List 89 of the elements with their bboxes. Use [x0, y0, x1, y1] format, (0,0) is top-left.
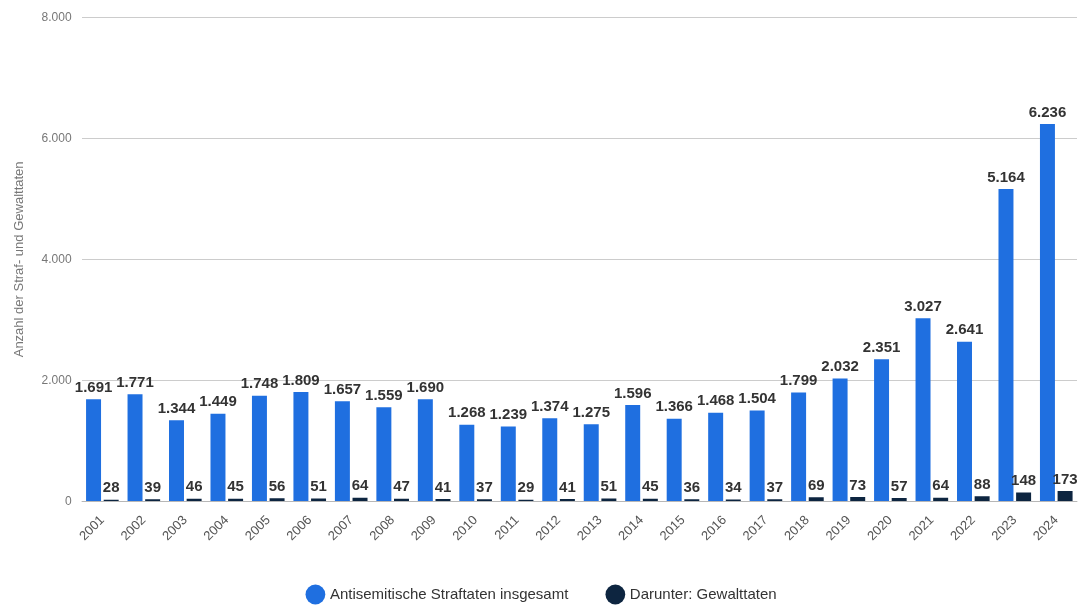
- data-label: 1.559: [365, 385, 403, 403]
- data-label: 64: [932, 476, 950, 494]
- data-label: 1.239: [489, 405, 528, 423]
- bar: [376, 407, 392, 502]
- bar: [417, 399, 433, 502]
- data-label: 2.641: [945, 320, 984, 338]
- bar: [127, 394, 143, 502]
- bar: [666, 418, 682, 502]
- bar: [334, 401, 350, 502]
- bar: [642, 498, 658, 502]
- bar: [542, 418, 558, 502]
- data-label: 37: [476, 477, 493, 495]
- legend-label: Darunter: Gewalttaten: [629, 584, 777, 602]
- bar: [791, 392, 807, 502]
- bar: [311, 498, 327, 502]
- data-label: 37: [766, 477, 784, 495]
- bar: [210, 413, 226, 502]
- legend-label: Antisemitische Straftaten insgesamt: [329, 584, 570, 602]
- bar: [832, 378, 848, 502]
- data-label: 1.366: [655, 397, 693, 415]
- bar: [625, 404, 641, 502]
- data-label: 1.449: [199, 392, 237, 410]
- bar: [957, 341, 972, 502]
- data-label: 1.657: [323, 379, 362, 397]
- data-label: 64: [351, 476, 370, 494]
- bar: [459, 424, 475, 502]
- data-label: 73: [849, 475, 867, 493]
- bar: [974, 496, 990, 502]
- data-label: 36: [683, 477, 701, 495]
- data-label: 46: [185, 477, 203, 495]
- bar: [1039, 123, 1055, 502]
- data-label: 1.691: [74, 377, 113, 395]
- bar: [998, 188, 1014, 502]
- data-label: 3.027: [904, 296, 942, 314]
- data-label: 45: [227, 477, 244, 495]
- y-tick-label: 0: [64, 493, 72, 508]
- data-label: 51: [310, 477, 327, 495]
- data-label: 34: [724, 478, 743, 496]
- data-label: 88: [973, 474, 991, 492]
- y-tick-label: 8.000: [41, 9, 72, 24]
- data-label: 1.344: [157, 398, 196, 416]
- bar: [749, 410, 765, 502]
- y-tick-label: 6.000: [41, 130, 72, 145]
- bar: [808, 497, 824, 502]
- data-label: 51: [600, 477, 618, 495]
- data-label: 2.032: [821, 357, 859, 375]
- data-label: 47: [393, 477, 410, 495]
- data-label: 28: [102, 478, 120, 496]
- data-label: 29: [517, 478, 535, 496]
- bar: [500, 426, 516, 502]
- data-label: 6.236: [1028, 102, 1067, 120]
- data-label: 41: [559, 477, 576, 495]
- bar: [915, 318, 931, 502]
- bar: [874, 359, 890, 502]
- data-label: 1.748: [240, 374, 279, 392]
- bar: [708, 412, 724, 502]
- bar: [251, 395, 267, 502]
- bar: [850, 497, 866, 502]
- data-label: 1.799: [779, 371, 818, 389]
- data-label: 1.596: [613, 383, 652, 401]
- data-label: 1.275: [572, 402, 611, 420]
- data-label: 1.268: [448, 403, 486, 421]
- y-tick-label: 2.000: [41, 372, 72, 387]
- data-label: 1.374: [530, 396, 570, 414]
- data-label: 69: [807, 475, 825, 493]
- bar: [601, 498, 617, 502]
- data-label: 56: [268, 476, 286, 494]
- data-label: 45: [641, 477, 659, 495]
- bar: [228, 498, 244, 502]
- data-label: 1.771: [116, 372, 154, 390]
- data-label: 1.690: [406, 377, 445, 395]
- y-tick-label: 4.000: [41, 251, 72, 266]
- y-axis-title: Anzahl der Straf- und Gewalttaten: [11, 161, 27, 358]
- bar: [169, 420, 184, 502]
- bar: [1057, 491, 1073, 502]
- data-label: 2.351: [862, 337, 901, 355]
- data-label: 1.809: [282, 370, 320, 388]
- data-label: 57: [890, 476, 908, 494]
- bar: [293, 392, 309, 502]
- bar: [583, 424, 599, 502]
- data-label: 41: [434, 477, 452, 495]
- data-label: 5.164: [987, 167, 1026, 185]
- bar: [269, 498, 285, 502]
- data-label: 1.504: [738, 389, 777, 407]
- bar: [1016, 492, 1032, 502]
- bar: [891, 498, 907, 502]
- bar: [86, 399, 102, 502]
- data-label: 39: [144, 477, 161, 495]
- data-label: 1.468: [696, 391, 735, 409]
